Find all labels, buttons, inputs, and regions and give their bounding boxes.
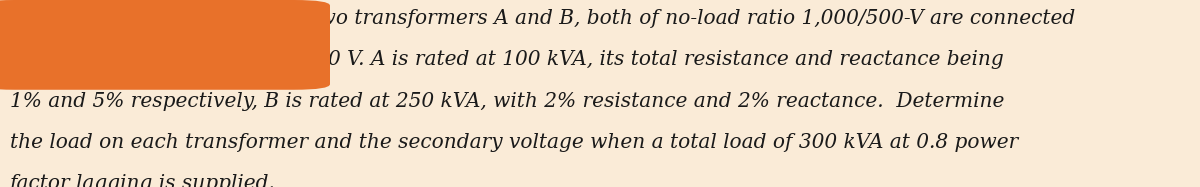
Text: factor lagging is supplied.: factor lagging is supplied. (10, 174, 276, 187)
Text: in parallel and supplied at 1,000 V. A is rated at 100 kVA, its total resistance: in parallel and supplied at 1,000 V. A i… (10, 50, 1003, 70)
Text: Two transformers A and B, both of no-load ratio 1,000/500-V are connected: Two transformers A and B, both of no-loa… (306, 9, 1075, 28)
Text: 1% and 5% respectively, B is rated at 250 kVA, with 2% resistance and 2% reactan: 1% and 5% respectively, B is rated at 25… (10, 92, 1004, 111)
FancyBboxPatch shape (0, 0, 330, 90)
Text: the load on each transformer and the secondary voltage when a total load of 300 : the load on each transformer and the sec… (10, 133, 1018, 152)
